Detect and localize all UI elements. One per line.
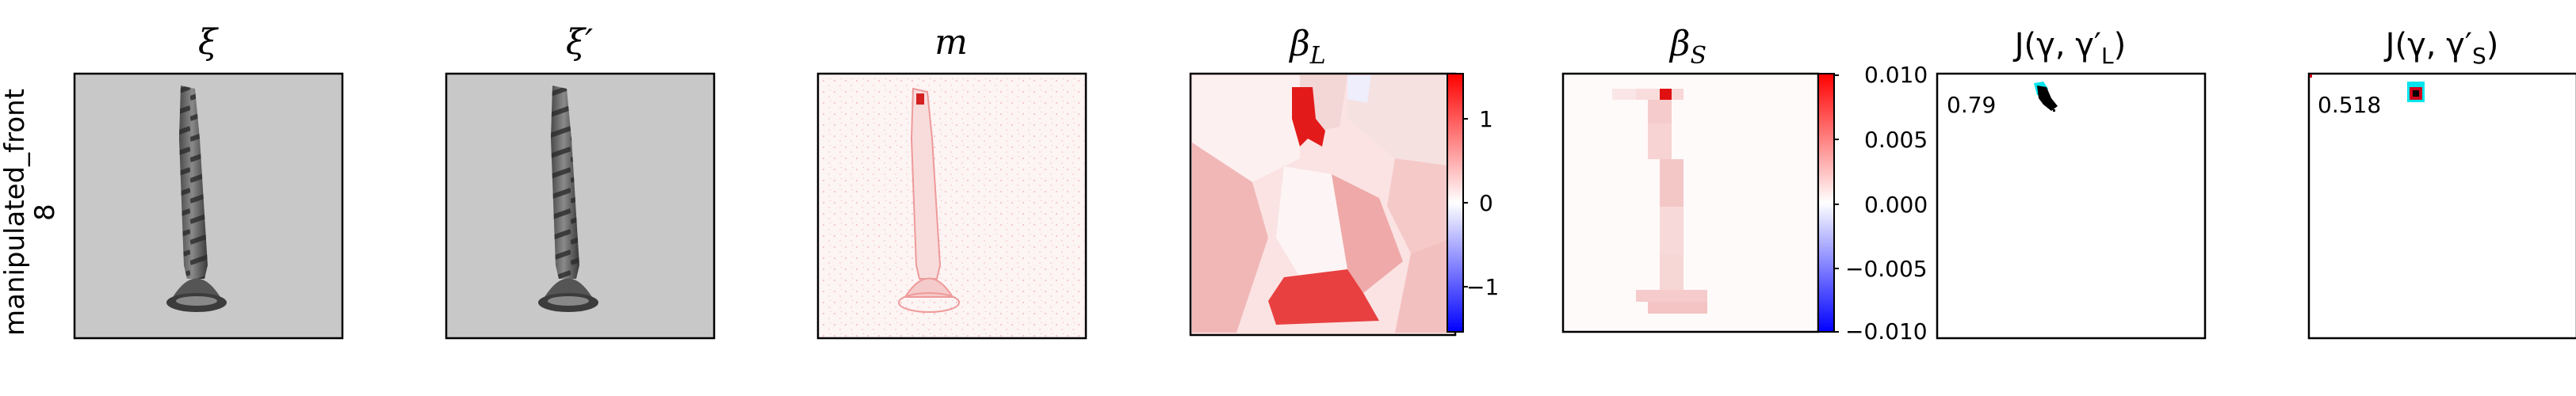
panel-beta-s-title: βS xyxy=(1668,24,1707,70)
screw-image-xi xyxy=(166,86,227,312)
colorbar-beta-s-tick: −0.010 xyxy=(1845,318,1928,345)
colorbar-beta-s-tick: 0.005 xyxy=(1864,127,1928,153)
panel-j-s: J(γ, γ′S) 0.518 xyxy=(2307,27,2576,340)
beta-s-patches xyxy=(1612,89,1707,314)
panel-j-s-title: J(γ, γ′S) xyxy=(2383,27,2499,69)
screw-image-xi-prime xyxy=(538,86,598,312)
colorbar-beta-l: 1 0 −1 xyxy=(1447,73,1499,333)
colorbar-beta-l-tick: 1 xyxy=(1479,106,1493,132)
colorbar-beta-l-tick: −1 xyxy=(1466,274,1499,300)
panel-m-title: m xyxy=(934,22,968,63)
panel-j-s-score: 0.518 xyxy=(2318,92,2381,118)
j-s-masks xyxy=(2310,74,2425,102)
panel-j-l-title: J(γ, γ′L) xyxy=(2012,27,2126,69)
colorbar-beta-s-tick: 0.010 xyxy=(1864,62,1928,88)
panel-xi: ξ xyxy=(73,22,344,340)
panel-j-l-score: 0.79 xyxy=(1947,92,1996,118)
panel-xi-prime-title: ξ′ xyxy=(566,22,593,63)
mask-heatmap-m xyxy=(898,87,960,313)
panel-xi-title: ξ xyxy=(198,22,220,63)
beta-l-superpixels xyxy=(1192,75,1454,333)
panel-beta-s-image xyxy=(1563,74,1818,332)
colorbar-beta-s-tick: −0.005 xyxy=(1845,256,1928,282)
panel-j-l: J(γ, γ′L) 0.79 xyxy=(1936,27,2207,340)
panel-j-l-image xyxy=(1936,72,2207,340)
panel-xi-prime: ξ′ xyxy=(445,22,716,340)
colorbar-beta-l-tick: 0 xyxy=(1479,190,1493,216)
colorbar-beta-l-bar xyxy=(1447,73,1464,333)
colorbar-beta-s-bar xyxy=(1817,73,1835,333)
panel-j-s-image xyxy=(2307,72,2576,340)
panel-m: m xyxy=(816,22,1087,340)
j-l-masks xyxy=(2034,82,2058,112)
panel-beta-l-title: βL xyxy=(1288,24,1325,70)
panel-beta-l: βL xyxy=(1189,24,1457,337)
colorbar-beta-s: 0.010 0.005 0.000 −0.005 −0.010 xyxy=(1817,62,1928,345)
row-label-index: 8 xyxy=(29,204,61,221)
colorbar-beta-s-tick: 0.000 xyxy=(1864,192,1928,218)
row-label-name: manipulated_front xyxy=(0,89,31,336)
panel-beta-s: βS xyxy=(1561,24,1820,333)
